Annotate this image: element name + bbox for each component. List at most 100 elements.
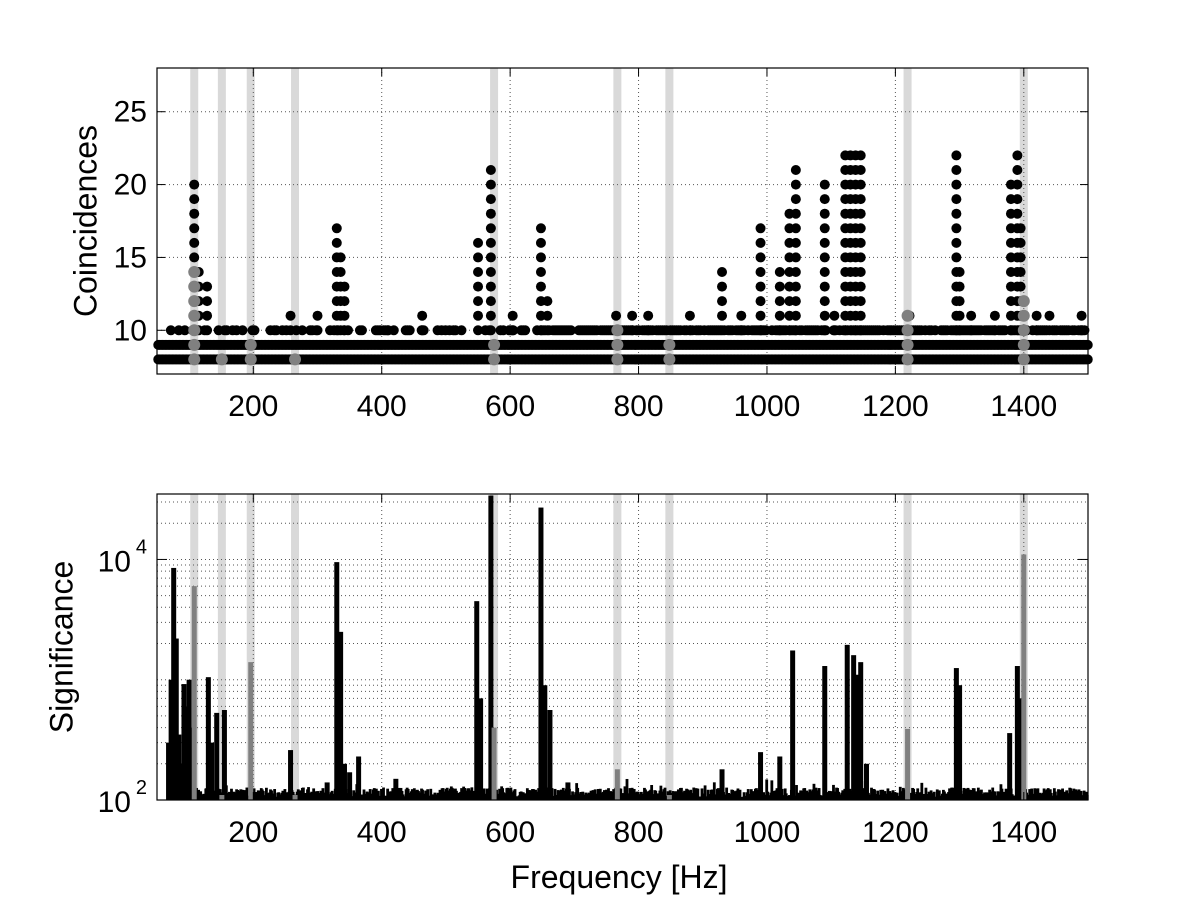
- data-bar: [245, 787, 249, 800]
- highlight-band: [903, 494, 912, 800]
- data-point: [249, 325, 260, 336]
- data-point: [485, 165, 496, 175]
- bottom-axes-frame: [156, 493, 1089, 801]
- data-bar: [547, 710, 553, 800]
- highlight-bar: [292, 795, 298, 800]
- data-bar: [417, 790, 420, 800]
- data-bar: [410, 789, 414, 800]
- data-bar: [445, 787, 449, 800]
- data-bar: [656, 793, 660, 800]
- highlight-band: [291, 68, 300, 374]
- data-point: [565, 325, 576, 336]
- data-bar: [166, 742, 172, 800]
- data-point: [627, 310, 638, 321]
- data-bar: [288, 750, 294, 800]
- data-bar: [924, 787, 928, 800]
- data-point: [855, 267, 866, 277]
- data-bar: [916, 788, 920, 800]
- data-bar: [912, 788, 916, 800]
- data-point: [520, 325, 531, 336]
- data-bar: [609, 791, 612, 800]
- data-bar: [356, 756, 362, 800]
- data-bar: [851, 655, 857, 800]
- data-bar: [1007, 733, 1013, 800]
- data-point: [790, 325, 801, 336]
- data-point: [855, 252, 866, 263]
- highlight-bar: [666, 795, 672, 800]
- data-point: [774, 310, 785, 321]
- data-point: [736, 310, 747, 321]
- highlight-band: [291, 494, 300, 800]
- data-point: [755, 325, 766, 336]
- data-bar: [168, 679, 174, 800]
- data-point: [1012, 150, 1023, 161]
- x-tick-label: 600: [485, 390, 535, 423]
- data-bar: [507, 788, 511, 800]
- data-bar: [696, 788, 700, 800]
- data-bar: [184, 706, 190, 800]
- data-point: [1015, 281, 1026, 292]
- data-point: [855, 150, 866, 161]
- highlight-point: [663, 353, 676, 366]
- highlight-bar: [905, 728, 911, 800]
- data-point: [819, 296, 830, 307]
- data-bar: [178, 763, 184, 800]
- highlight-band: [903, 68, 912, 374]
- data-point: [404, 325, 415, 336]
- highlight-point: [1017, 295, 1030, 308]
- data-point: [417, 310, 428, 321]
- data-bar: [770, 780, 774, 800]
- data-bar: [619, 788, 623, 800]
- highlight-bar: [219, 795, 225, 800]
- data-point: [774, 296, 785, 307]
- data-point: [755, 237, 766, 248]
- data-point: [774, 281, 785, 292]
- data-point: [951, 208, 962, 219]
- data-point: [951, 223, 962, 234]
- data-bar: [421, 789, 424, 800]
- data-point: [819, 237, 830, 248]
- data-point: [189, 252, 200, 263]
- data-bar: [712, 782, 716, 800]
- data-point: [485, 252, 496, 263]
- data-point: [542, 310, 553, 321]
- data-bar: [598, 788, 602, 800]
- data-bar: [334, 562, 340, 800]
- data-bar: [632, 788, 636, 800]
- data-point: [954, 281, 965, 292]
- x-axis-label: Frequency [Hz]: [511, 859, 728, 895]
- data-point: [202, 325, 213, 336]
- data-point: [473, 281, 484, 292]
- data-point: [485, 194, 496, 205]
- data-bar: [935, 789, 939, 800]
- data-point: [951, 237, 962, 248]
- data-bar: [441, 788, 445, 800]
- data-point: [189, 194, 200, 205]
- data-bar: [945, 793, 948, 800]
- x-tick-label: 1400: [990, 390, 1057, 423]
- data-bar: [895, 792, 899, 800]
- data-point: [954, 267, 965, 277]
- data-point: [1031, 310, 1042, 321]
- data-bar: [733, 791, 737, 800]
- data-bar: [676, 789, 680, 800]
- data-point: [237, 325, 248, 336]
- data-point: [855, 179, 866, 190]
- data-bar: [173, 638, 179, 800]
- bottom-highlight-bars: [191, 554, 1027, 800]
- data-bar: [749, 789, 753, 800]
- data-point: [1012, 165, 1023, 175]
- highlight-point: [611, 324, 624, 337]
- highlight-point: [188, 324, 201, 337]
- data-point: [819, 223, 830, 234]
- data-point: [542, 296, 553, 307]
- data-point: [179, 325, 190, 336]
- x-tick-label: 800: [614, 390, 664, 423]
- data-bar: [310, 791, 314, 800]
- data-point: [684, 325, 695, 336]
- data-point: [855, 194, 866, 205]
- data-point: [1015, 223, 1026, 234]
- data-point: [717, 267, 728, 277]
- data-bar: [312, 788, 316, 800]
- data-bar: [557, 790, 561, 800]
